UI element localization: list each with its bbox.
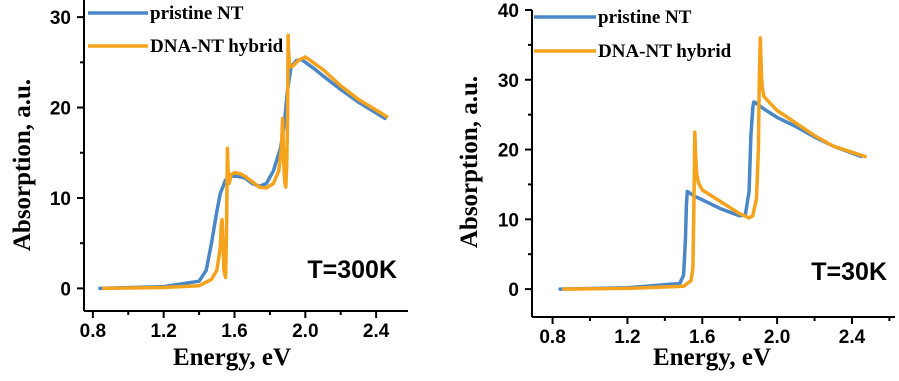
x-tick-label: 2.0: [292, 321, 318, 342]
x-tick-label: 1.2: [614, 327, 640, 348]
y-axis-label: Absorption, a.u.: [9, 79, 36, 251]
x-tick-label: 1.6: [221, 321, 247, 342]
x-tick-label: 2.0: [764, 327, 790, 348]
temperature-annotation: T=30K: [811, 258, 887, 286]
series-line-hybrid: [562, 36, 867, 291]
chart-panel-2: 0.8 1.2 1.6 2.0 2.4 0 10 20 30 40 Energy, eV Absorp…: [456, 1, 895, 371]
y-tick-label: 10: [50, 189, 71, 210]
y-tick-label: 20: [498, 141, 519, 162]
x-tick-label: 2.4: [839, 327, 866, 348]
y-tick-label: 0: [60, 279, 71, 300]
x-axis-label: Energy, eV: [173, 344, 291, 371]
series-line-pristine: [98, 57, 387, 291]
y-tick-label: 40: [498, 1, 519, 22]
x-tick-label: 2.4: [363, 321, 390, 342]
legend-label: pristine NT: [598, 7, 692, 28]
chart-panel-1: 0.8 1.2 1.6 2.0 2.4 0 10 20 30 Energy, eV Absorpti…: [9, 0, 408, 371]
legend-label: DNA-NT hybrid: [598, 41, 732, 62]
y-tick-label: 0: [508, 280, 519, 301]
x-tick-label: 1.6: [689, 327, 715, 348]
x-tick-label: 0.8: [539, 327, 565, 348]
y-tick-label: 30: [498, 71, 519, 92]
y-tick-label: 10: [498, 210, 519, 231]
x-axis-label: Energy, eV: [653, 344, 771, 371]
legend-label: pristine NT: [150, 3, 244, 24]
y-tick-label: 30: [50, 8, 71, 29]
series-line-pristine: [558, 100, 864, 291]
x-tick-label: 0.8: [80, 321, 106, 342]
y-tick-label: 20: [50, 99, 71, 120]
y-axis-label: Absorption, a.u.: [456, 76, 483, 248]
series-line-hybrid: [101, 33, 389, 291]
x-tick-label: 1.2: [150, 321, 176, 342]
temperature-annotation: T=300K: [307, 256, 397, 284]
legend-label: DNA-NT hybrid: [150, 36, 284, 57]
